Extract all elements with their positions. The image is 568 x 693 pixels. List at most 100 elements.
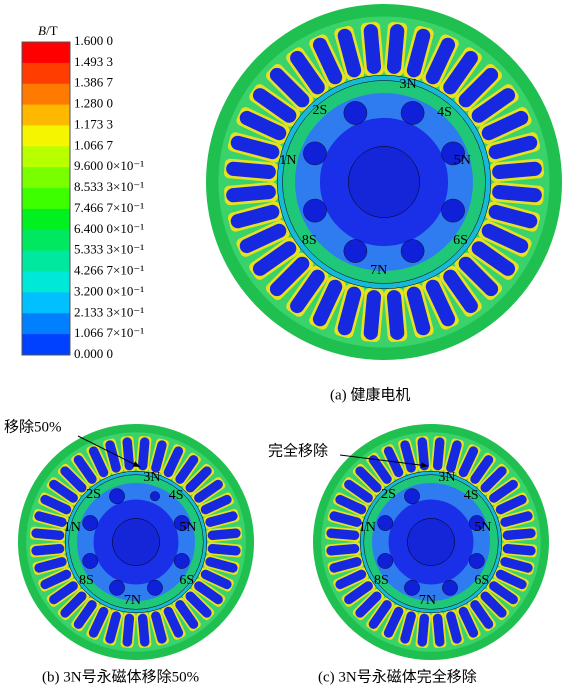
magnet [109, 488, 125, 505]
stator-slot [137, 437, 150, 471]
stator-slot [34, 557, 67, 573]
stator-slot [495, 494, 527, 515]
magnet [404, 579, 420, 596]
caption: (c) 3N号永磁体完全移除 [318, 667, 477, 685]
magnet [173, 515, 190, 531]
stator-slot [226, 184, 276, 203]
stator-slot [335, 494, 367, 515]
stator-slot [205, 557, 238, 573]
stator-slot [502, 528, 536, 541]
stator-slot [446, 440, 462, 473]
stator-slot [326, 528, 360, 541]
stator-slot [489, 581, 518, 605]
stator-slot [443, 269, 478, 314]
stator-slot [88, 606, 109, 638]
magnet [442, 579, 458, 596]
stator-slot [417, 613, 430, 647]
legend-title: B/T [38, 23, 58, 38]
legend-label: 9.600 0×10⁻¹ [74, 158, 144, 173]
legend-band [22, 146, 70, 168]
magnet [400, 239, 425, 263]
magnet [400, 101, 425, 125]
stator-slot [239, 223, 287, 254]
stator-slot [500, 511, 533, 527]
legend-label: 6.400 0×10⁻¹ [74, 221, 144, 236]
stator-slot [480, 591, 507, 618]
stator-slot [88, 446, 109, 478]
stator-slot [368, 455, 392, 484]
legend-symbol: B [38, 23, 46, 38]
pole-label: 6S [179, 573, 194, 588]
pole-label: 5N [474, 520, 491, 535]
legend-label: 1.173 3 [74, 116, 113, 131]
stator-slot [329, 557, 362, 573]
stator-slot [226, 161, 276, 180]
magnet [441, 198, 465, 223]
pole-label: 8S [302, 233, 317, 248]
pole-label: 3N [438, 470, 455, 485]
stator-slot [432, 613, 445, 647]
stator-slot [60, 591, 87, 618]
stator-slot [31, 543, 65, 556]
stator-slot [363, 290, 382, 340]
stator-slot [73, 600, 97, 629]
stator-slot [458, 606, 479, 638]
stator-slot [344, 479, 373, 503]
annotation-arrow [339, 454, 429, 469]
stator-slot [432, 437, 445, 471]
stator-slot [495, 569, 527, 590]
stator-slot [500, 557, 533, 573]
legend-band [22, 313, 70, 335]
legend-label: 2.133 3×10⁻¹ [74, 304, 144, 319]
magnet [147, 579, 163, 596]
stator-slot [269, 67, 310, 108]
stator-slot [200, 494, 232, 515]
stator-slot [337, 286, 362, 336]
legend-label: 1.600 0 [74, 33, 113, 48]
magnet [377, 515, 394, 531]
legend-band [22, 271, 70, 293]
stator-slot [239, 110, 287, 141]
stator-slot [406, 28, 431, 78]
stator-slot [400, 611, 416, 644]
stator-slot [458, 256, 499, 297]
annotation: 移除50% [4, 418, 62, 435]
pole-label: 7N [419, 593, 436, 608]
stator-slot [290, 50, 325, 95]
stator-slot [73, 455, 97, 484]
stator-slot [488, 204, 538, 229]
stator-slot [406, 286, 431, 336]
stator-slot [312, 37, 343, 85]
stator-slot [207, 543, 241, 556]
magnet [173, 553, 190, 569]
annotation-arrow [77, 435, 141, 468]
pole-label: 7N [370, 263, 387, 278]
stator-slot [502, 543, 536, 556]
stator-slot [458, 446, 479, 478]
magnet [303, 198, 327, 223]
caption: (a) 健康电机 [330, 386, 410, 403]
legend-label: 1.280 0 [74, 96, 113, 111]
legend-band [22, 208, 70, 231]
magnet [82, 553, 99, 569]
stator-slot [492, 161, 542, 180]
magnet [468, 515, 485, 531]
legend-label: 1.386 7 [74, 75, 114, 90]
stator-slot [269, 256, 310, 297]
stator-slot [312, 279, 343, 327]
stator-slot [151, 440, 167, 473]
magnet [343, 239, 368, 263]
stator-slot [205, 511, 238, 527]
magnet [109, 579, 125, 596]
magnet [404, 488, 420, 505]
legend-unit: /T [46, 23, 58, 38]
legend-band [22, 125, 70, 147]
pole-label: 5N [454, 153, 471, 168]
pole-label: 3N [399, 77, 416, 92]
stator-slot [163, 446, 184, 478]
pole-label: 1N [359, 520, 376, 535]
stator-slot [355, 591, 382, 618]
stator-slot [489, 479, 518, 503]
stator-slot [386, 290, 405, 340]
